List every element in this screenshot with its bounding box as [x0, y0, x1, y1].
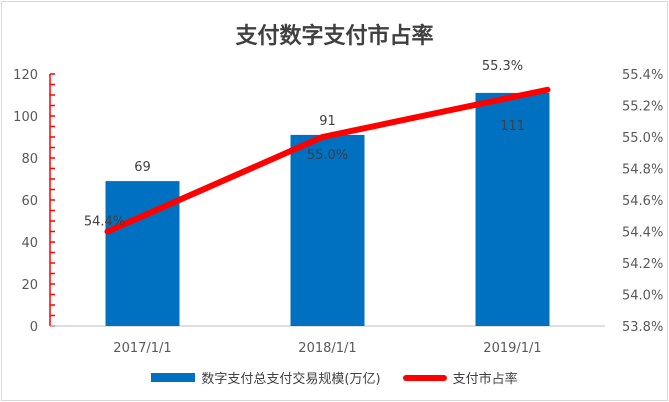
line-data-label: 55.0%	[307, 148, 348, 163]
legend-swatch-line	[402, 374, 447, 381]
left-axis-tick-label: 80	[21, 152, 38, 167]
left-axis-tick-label: 120	[13, 68, 38, 83]
right-axis-tick-label: 53.8%	[622, 320, 663, 335]
series-line-market-share	[104, 86, 551, 235]
right-axis-tick-label: 54.4%	[622, 226, 663, 241]
right-axis-tick-label: 55.0%	[622, 131, 663, 146]
bar-data-label: 91	[319, 114, 336, 129]
left-axis-tick-label: 20	[21, 278, 38, 293]
line-data-label: 55.3%	[482, 59, 523, 74]
right-axis-tick-label: 54.2%	[622, 257, 663, 272]
chart-title: 支付数字支付市占率	[235, 24, 434, 49]
x-axis-tick-label: 2017/1/1	[113, 341, 171, 356]
bar-data-label: 111	[500, 119, 525, 134]
legend-item-bar: 数字支付总支付交易规模(万亿)	[151, 368, 381, 387]
left-axis-tick-label: 0	[30, 320, 38, 335]
legend-label-line: 支付市占率	[452, 372, 518, 387]
left-axis-tick-label: 40	[21, 236, 38, 251]
bar-data-label: 69	[134, 160, 151, 175]
legend-item-line: 支付市占率	[402, 368, 518, 387]
bar-2018/1/1	[290, 134, 365, 326]
legend: 数字支付总支付交易规模(万亿) 支付市占率	[0, 368, 669, 387]
right-axis-tick-label: 54.6%	[622, 194, 663, 209]
right-axis-tick-label: 54.8%	[622, 163, 663, 178]
right-axis-tick-label: 55.2%	[622, 100, 663, 115]
x-axis-tick-label: 2018/1/1	[298, 341, 356, 356]
left-axis-tick-label: 100	[13, 110, 38, 125]
legend-label-bar: 数字支付总支付交易规模(万亿)	[201, 372, 381, 387]
right-axis-tick-label: 54.0%	[622, 289, 663, 304]
bar-2019/1/1	[475, 92, 550, 327]
line-data-label: 54.4%	[84, 215, 125, 230]
left-axis-tick-label: 60	[21, 194, 38, 209]
right-axis-tick-label: 55.4%	[622, 68, 663, 83]
x-axis-tick-label: 2019/1/1	[483, 341, 541, 356]
legend-swatch-bar	[151, 373, 196, 382]
